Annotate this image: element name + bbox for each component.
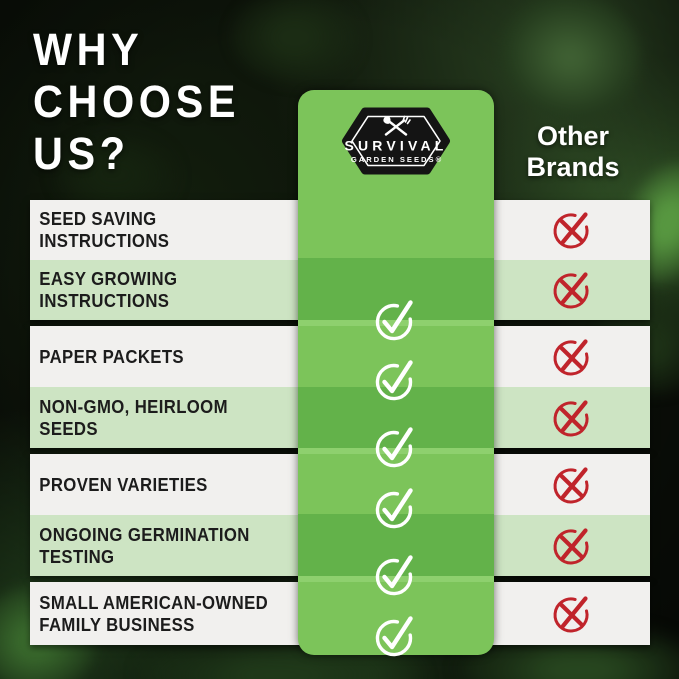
title-line-1: WHY <box>33 24 144 75</box>
check-icon <box>372 483 420 531</box>
crossed-shovel-fork-icon <box>383 115 411 136</box>
feature-label: EASY GROWING INSTRUCTIONS <box>39 269 178 311</box>
x-icon <box>549 265 597 313</box>
check-icon <box>372 355 420 403</box>
page-title: WHY CHOOSE US? <box>33 24 240 180</box>
brand-column: SURVIVAL GARDEN SEEDS® <box>298 90 494 655</box>
feature-label: PROVEN VARIETIES <box>39 474 208 495</box>
feature-label: PAPER PACKETS <box>39 346 184 367</box>
other-brands-line-2: Brands <box>526 152 620 182</box>
title-line-2: CHOOSE <box>33 76 241 127</box>
other-brands-header: Other Brands <box>496 121 650 183</box>
check-icon <box>372 550 420 598</box>
column-row-band <box>298 258 494 320</box>
check-icon <box>372 422 420 470</box>
feature-label: SEED SAVING INSTRUCTIONS <box>39 209 170 251</box>
feature-label: SMALL AMERICAN-OWNED FAMILY BUSINESS <box>39 592 269 635</box>
other-brands-line-1: Other <box>536 121 609 151</box>
check-icon <box>372 611 420 659</box>
x-icon <box>549 332 597 380</box>
leaf-blur-top <box>230 0 360 85</box>
x-icon <box>549 393 597 441</box>
logo-subtitle: GARDEN SEEDS® <box>351 155 443 164</box>
title-line-3: US? <box>33 128 130 179</box>
x-icon <box>549 521 597 569</box>
x-icon <box>549 205 597 253</box>
feature-label: ONGOING GERMINATION TESTING <box>39 524 250 567</box>
x-icon <box>549 460 597 508</box>
brand-logo: SURVIVAL GARDEN SEEDS® <box>342 107 450 175</box>
feature-label: NON-GMO, HEIRLOOM SEEDS <box>39 396 228 439</box>
column-row-band <box>298 514 494 576</box>
leaf-blur-top-right <box>488 0 652 134</box>
check-icon <box>372 295 420 343</box>
x-icon <box>549 589 597 637</box>
logo-title: SURVIVAL <box>344 138 447 154</box>
